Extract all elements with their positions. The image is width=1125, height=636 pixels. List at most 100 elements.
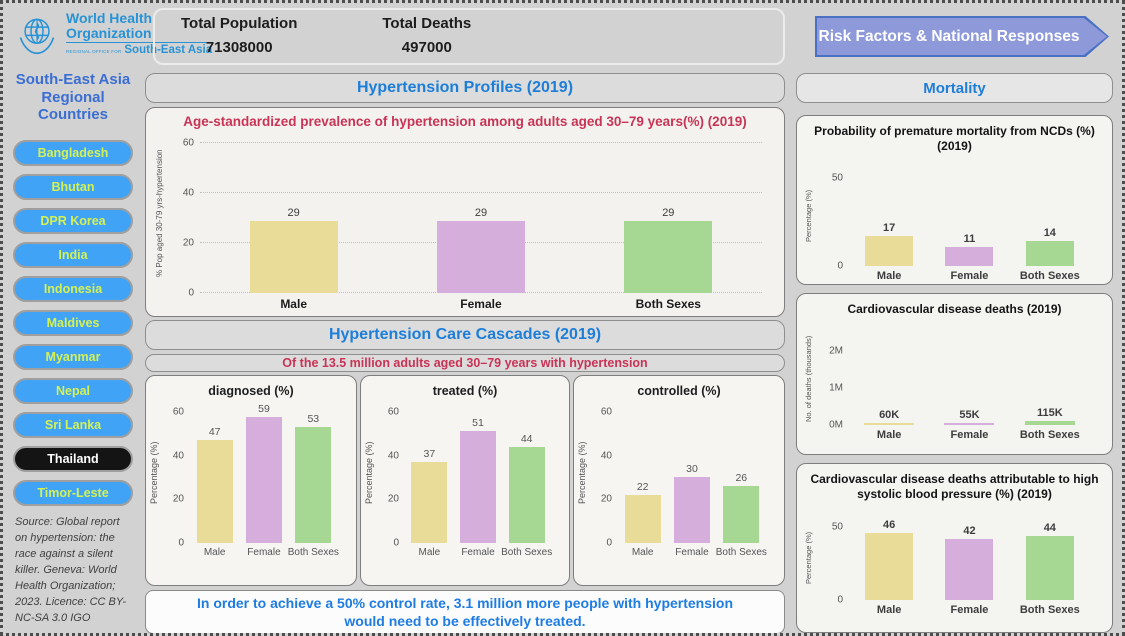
country-pill-maldives[interactable]: Maldives <box>13 310 133 336</box>
y-tick-label: 1M <box>829 382 843 394</box>
logo-line1: World Health <box>66 10 153 26</box>
bar-male <box>865 532 914 600</box>
y-tick-label: 0 <box>606 537 612 549</box>
x-axis-label: Male <box>203 547 226 558</box>
y-tick-label: 50 <box>831 521 843 533</box>
bar-group-female: 29 Female <box>387 133 574 311</box>
bar-group-male: 37 Male <box>405 403 454 558</box>
x-axis-label: Both Sexes <box>501 547 553 558</box>
plot-area: 0 20 40 60 29 Male 29 Female 29 Both Sexes <box>183 133 762 311</box>
value-label: 17 <box>883 222 896 235</box>
bars-group: 37 Male 51 Female 44 Both Sexes <box>405 403 552 558</box>
section-header-mortality[interactable]: Mortality <box>796 73 1113 103</box>
country-pill-sri-lanka[interactable]: Sri Lanka <box>13 412 133 438</box>
bar-group-both-sexes: 53 Both Sexes <box>288 403 339 558</box>
bar-both-sexes <box>295 427 332 543</box>
gridline <box>200 142 762 143</box>
value-label: 42 <box>963 524 976 537</box>
y-axis-label: % Pop aged 30-79 yrs-hypertension <box>155 149 164 277</box>
cvd-sbp-chart: Percentage (%) 0 50 46 Male 42 Female 44 Both Se… <box>803 516 1098 616</box>
plot-area: 0 50 17 Male 11 Female 14 Both Sexes <box>832 166 1090 282</box>
value-label: 29 <box>474 206 488 219</box>
value-label: 14 <box>1043 227 1056 240</box>
y-tick-label: 0 <box>178 537 184 549</box>
bar-group-both-sexes: 29 Both Sexes <box>575 133 762 311</box>
x-axis-label: Both Sexes <box>1019 429 1080 441</box>
sidebar-title: South-East Asia Regional Countries <box>15 71 131 124</box>
section-header-hypertension-profiles: Hypertension Profiles (2019) <box>145 73 785 103</box>
x-axis-label: Female <box>460 297 502 311</box>
y-tick-label: 0M <box>829 419 843 431</box>
ncd-mortality-panel: Probability of premature mortality from … <box>796 115 1113 285</box>
y-axis-label: Percentage (%) <box>577 441 587 505</box>
bar-male <box>865 236 914 266</box>
plot-area: 0 50 46 Male 42 Female 44 Both Sexes <box>832 516 1090 616</box>
country-pill-timor-leste[interactable]: Timor-Leste <box>13 480 133 506</box>
treated-chart-title: treated (%) <box>432 384 498 398</box>
x-axis-label: Male <box>876 429 902 441</box>
total-deaths-label: Total Deaths <box>382 15 472 32</box>
country-pill-dpr-korea[interactable]: DPR Korea <box>13 208 133 234</box>
x-axis-label: Female <box>950 270 989 282</box>
nav-button-label: Risk Factors & National Responses <box>817 18 1107 55</box>
value-label: 30 <box>686 463 698 476</box>
value-label: 44 <box>1043 521 1056 534</box>
logo-office-text: REGIONAL OFFICE FOR <box>66 49 122 55</box>
cvd-chart-title: Cardiovascular disease deaths (2019) <box>847 302 1062 316</box>
y-axis-label: Percentage (%) <box>364 441 374 505</box>
y-tick-label: 40 <box>182 187 194 199</box>
bars-group: 17 Male 11 Female 14 Both Sexes <box>849 166 1090 282</box>
bar-group-male: 60K Male <box>849 333 929 441</box>
value-label: 59 <box>258 403 270 415</box>
value-label: 46 <box>883 518 896 531</box>
bar-both-sexes <box>1025 535 1074 600</box>
plot-area: 0 20 40 60 47 Male 59 Female 53 Both Sexes <box>173 403 339 558</box>
bar-group-male: 47 Male <box>190 403 239 558</box>
country-pill-india[interactable]: India <box>13 242 133 268</box>
diagnosed-panel: diagnosed (%) Percentage (%) 0 20 40 60 47 Mal… <box>145 375 357 586</box>
treated-chart: Percentage (%) 0 20 40 60 37 Male 51 Female 44 Bot… <box>363 403 559 558</box>
bar-female <box>436 220 525 293</box>
bar-male <box>411 462 448 543</box>
risk-factors-nav-button[interactable]: Risk Factors & National Responses <box>815 16 1109 57</box>
y-tick-label: 40 <box>172 450 184 461</box>
ncd-chart-title: Probability of premature mortality from … <box>814 124 1095 153</box>
control-rate-note: In order to achieve a 50% control rate, … <box>145 590 785 633</box>
country-pill-bangladesh[interactable]: Bangladesh <box>13 140 133 166</box>
x-axis-label: Male <box>876 604 902 616</box>
y-axis-label: Percentage (%) <box>149 441 159 505</box>
country-pill-indonesia[interactable]: Indonesia <box>13 276 133 302</box>
bar-group-female: 51 Female <box>454 403 503 558</box>
bar-group-both-sexes: 26 Both Sexes <box>716 403 767 558</box>
who-logo: World Health Organization REGIONAL OFFIC… <box>15 10 213 57</box>
country-pill-myanmar[interactable]: Myanmar <box>13 344 133 370</box>
y-tick-label: 20 <box>387 493 399 505</box>
bar-group-female: 59 Female <box>239 403 288 558</box>
prevalence-chart: % Pop aged 30-79 yrs-hypertension 0 20 40 60… <box>154 133 770 311</box>
bar-group-male: 17 Male <box>849 166 929 282</box>
y-tick-label: 0 <box>837 594 843 606</box>
bar-group-male: 29 Male <box>200 133 387 311</box>
y-tick-label: 20 <box>182 237 194 249</box>
sbp-chart-title: Cardiovascular disease deaths attributab… <box>810 472 1099 501</box>
section-header-care-cascades: Hypertension Care Cascades (2019) <box>145 320 785 350</box>
logo-region-text: South-East Asia <box>124 44 213 57</box>
plot-area: 0 20 40 60 22 Male 30 Female 26 Both Sexes <box>601 403 767 558</box>
country-pill-thailand[interactable]: Thailand <box>13 446 133 472</box>
controlled-chart: Percentage (%) 0 20 40 60 22 Male 30 Female 26 Bot… <box>576 403 774 558</box>
y-tick-label: 40 <box>600 450 612 461</box>
bar-female <box>673 477 710 543</box>
gridline <box>200 192 762 193</box>
country-pill-bhutan[interactable]: Bhutan <box>13 174 133 200</box>
y-tick-label: 60 <box>172 406 184 418</box>
cvd-sbp-panel: Cardiovascular disease deaths attributab… <box>796 463 1113 633</box>
country-pill-nepal[interactable]: Nepal <box>13 378 133 404</box>
logo-line2: Organization <box>66 24 152 41</box>
value-label: 51 <box>472 417 484 430</box>
y-tick-label: 50 <box>831 172 843 184</box>
country-list: Bangladesh Bhutan DPR Korea India Indonesia M… <box>13 140 133 506</box>
diagnosed-chart: Percentage (%) 0 20 40 60 47 Male 59 Female 53 Bot… <box>148 403 346 558</box>
y-tick-label: 60 <box>182 137 194 149</box>
bar-both-sexes <box>624 220 713 293</box>
